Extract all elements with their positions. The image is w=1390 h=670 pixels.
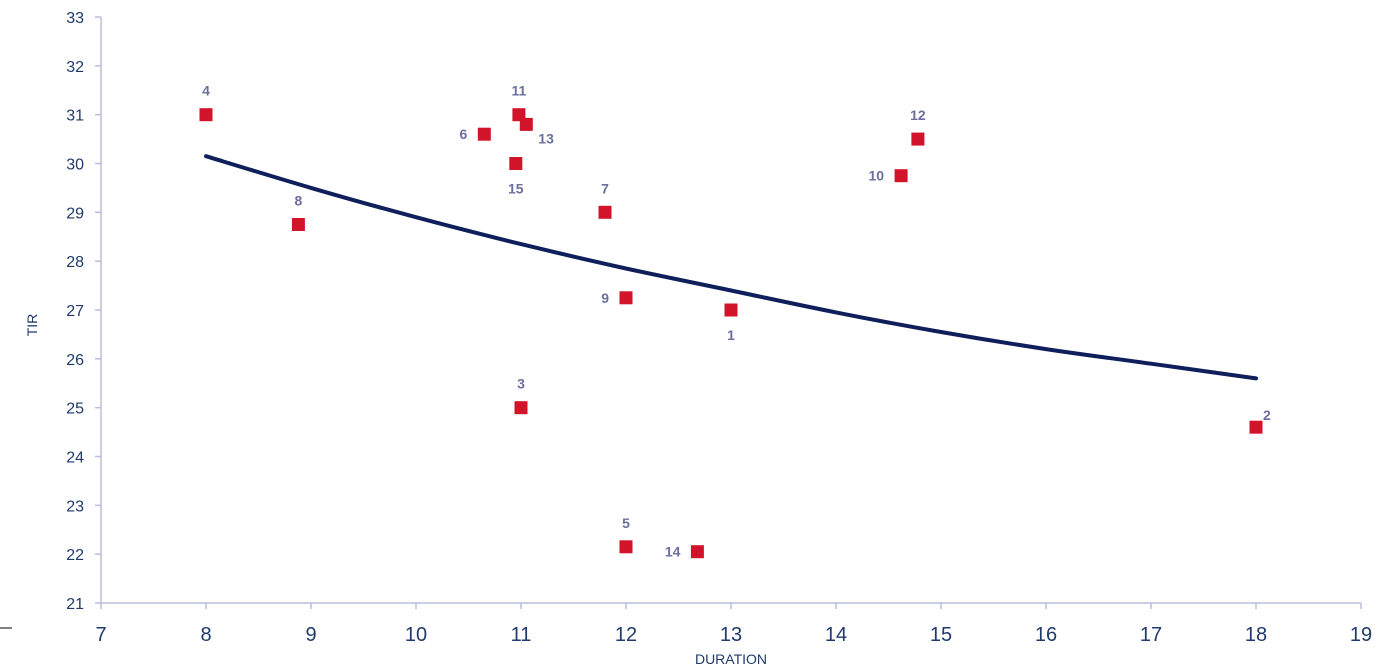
y-tick-label: 21 xyxy=(66,596,84,613)
x-tick-label: 9 xyxy=(305,624,316,646)
data-label-14: 14 xyxy=(665,544,681,560)
data-point-6 xyxy=(477,127,491,141)
x-tick-label: 11 xyxy=(511,624,532,646)
data-label-6: 6 xyxy=(460,126,468,142)
x-tick-label: 10 xyxy=(405,624,427,646)
y-tick-label: 25 xyxy=(66,401,84,418)
x-tick-label: 12 xyxy=(615,624,637,646)
y-tick-label: 27 xyxy=(66,303,84,320)
y-tick-label: 33 xyxy=(66,10,84,27)
data-label-3: 3 xyxy=(517,376,525,392)
data-point-14 xyxy=(690,545,704,559)
y-tick-label: 29 xyxy=(66,205,84,222)
data-label-5: 5 xyxy=(622,515,630,531)
data-point-5 xyxy=(619,540,633,554)
x-tick-label: 15 xyxy=(930,624,952,646)
x-tick-label: 8 xyxy=(200,624,211,646)
y-axis-title: TIR xyxy=(24,314,40,337)
x-tick-label: 13 xyxy=(720,624,742,646)
data-point-4 xyxy=(199,108,213,122)
data-point-15 xyxy=(509,157,523,170)
data-point-10 xyxy=(894,169,908,183)
y-tick-label: 31 xyxy=(66,108,84,125)
x-tick-label: 18 xyxy=(1245,624,1267,646)
y-tick-label: 22 xyxy=(66,547,84,564)
data-point-1 xyxy=(724,303,738,317)
data-label-12: 12 xyxy=(910,107,926,123)
data-point-12 xyxy=(911,132,925,146)
data-label-1: 1 xyxy=(727,327,735,343)
data-point-3 xyxy=(514,401,528,415)
points-layer xyxy=(199,108,1263,559)
x-tick-label: 14 xyxy=(825,624,847,646)
y-tick-label: 24 xyxy=(66,450,84,467)
data-label-2: 2 xyxy=(1263,407,1271,423)
y-tick-label: 26 xyxy=(66,352,84,369)
y-tick-label: 32 xyxy=(66,59,84,76)
axes: 7 8 9 10 11 12 13 14 15 16 17 18 1921222324252627282… xyxy=(66,10,1372,646)
y-tick-label: 30 xyxy=(66,157,84,174)
y-tick-label: 23 xyxy=(66,498,84,515)
data-label-15: 15 xyxy=(508,181,524,197)
data-label-10: 10 xyxy=(869,168,885,184)
data-label-11: 11 xyxy=(511,83,526,99)
data-label-13: 13 xyxy=(538,130,554,146)
data-label-4: 4 xyxy=(202,83,210,99)
data-point-7 xyxy=(598,205,612,219)
data-label-8: 8 xyxy=(295,193,303,209)
data-point-8 xyxy=(291,218,305,231)
trendline-layer xyxy=(204,154,1258,381)
trendline xyxy=(204,154,1258,381)
data-point-2 xyxy=(1249,420,1263,434)
x-axis-title: DURATION xyxy=(695,651,767,667)
data-point-13 xyxy=(519,117,533,131)
x-tick-label: 16 xyxy=(1035,624,1057,646)
y-tick-label: 28 xyxy=(66,254,84,271)
data-point-9 xyxy=(619,291,633,305)
x-tick-label: 17 xyxy=(1140,624,1162,646)
x-tick-label: 7 xyxy=(95,624,106,646)
data-label-7: 7 xyxy=(601,180,609,196)
data-label-9: 9 xyxy=(601,290,609,306)
x-tick-label: 19 xyxy=(1350,624,1372,646)
